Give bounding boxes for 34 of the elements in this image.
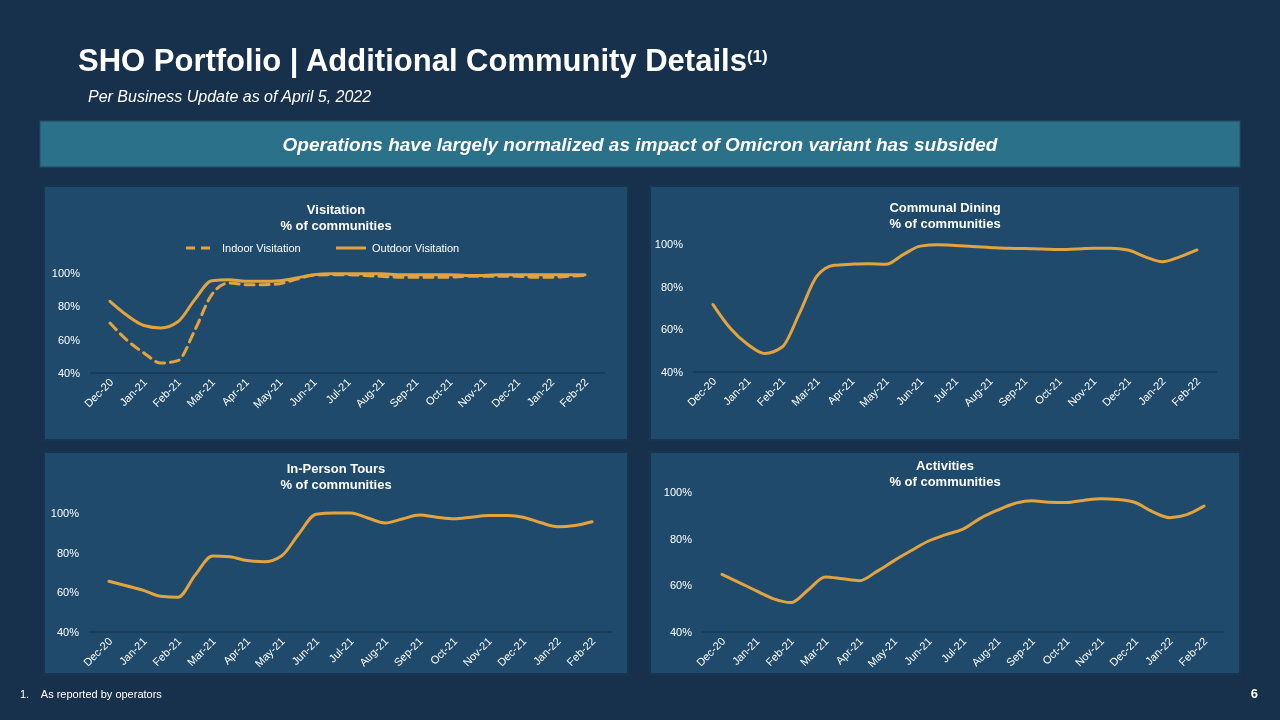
y-tick-label: 40% [660, 366, 684, 378]
legend-label: Indoor Visitation [222, 242, 301, 254]
y-tick-label: 60% [669, 579, 693, 592]
text: Operations have largely normalized as impact of Omicron variant has subsided [282, 134, 998, 155]
text: 6 [1250, 686, 1258, 701]
y-tick-label: 80% [669, 532, 693, 545]
line-series [107, 511, 594, 599]
text: 1. As reported by operators [20, 688, 163, 700]
y-tick-label: 80% [660, 280, 684, 293]
y-tick-label: 60% [57, 333, 81, 346]
y-tick-label: 100% [50, 507, 80, 519]
chart-subtitle: % of communities [280, 477, 392, 492]
y-tick-label: 60% [56, 586, 80, 599]
y-tick-label: 40% [669, 626, 693, 638]
chart-subtitle: % of communities [280, 218, 392, 233]
y-tick-label: 60% [660, 323, 684, 336]
chart-title: Communal Dining [889, 200, 1001, 215]
line-series [711, 243, 1199, 355]
chart-title: Activities [916, 458, 974, 473]
y-tick-label: 100% [663, 486, 693, 498]
y-tick-label: 40% [57, 367, 81, 379]
line-series [720, 497, 1206, 605]
y-tick-label: 40% [56, 626, 80, 638]
y-tick-label: 100% [654, 238, 684, 250]
chart-subtitle: % of communities [889, 474, 1001, 489]
text: Per Business Update as of April 5, 2022 [88, 88, 372, 105]
y-tick-label: 100% [51, 267, 81, 279]
chart-title: In-Person Tours [286, 461, 386, 476]
text: SHO Portfolio | Additional Community Details$^{(1)}$ [78, 43, 768, 78]
y-tick-label: 80% [57, 300, 81, 313]
legend-label: Outdoor Visitation [372, 242, 460, 254]
chart-title: Visitation [306, 202, 366, 217]
chart-subtitle: % of communities [889, 216, 1001, 231]
y-tick-label: 80% [56, 546, 80, 559]
